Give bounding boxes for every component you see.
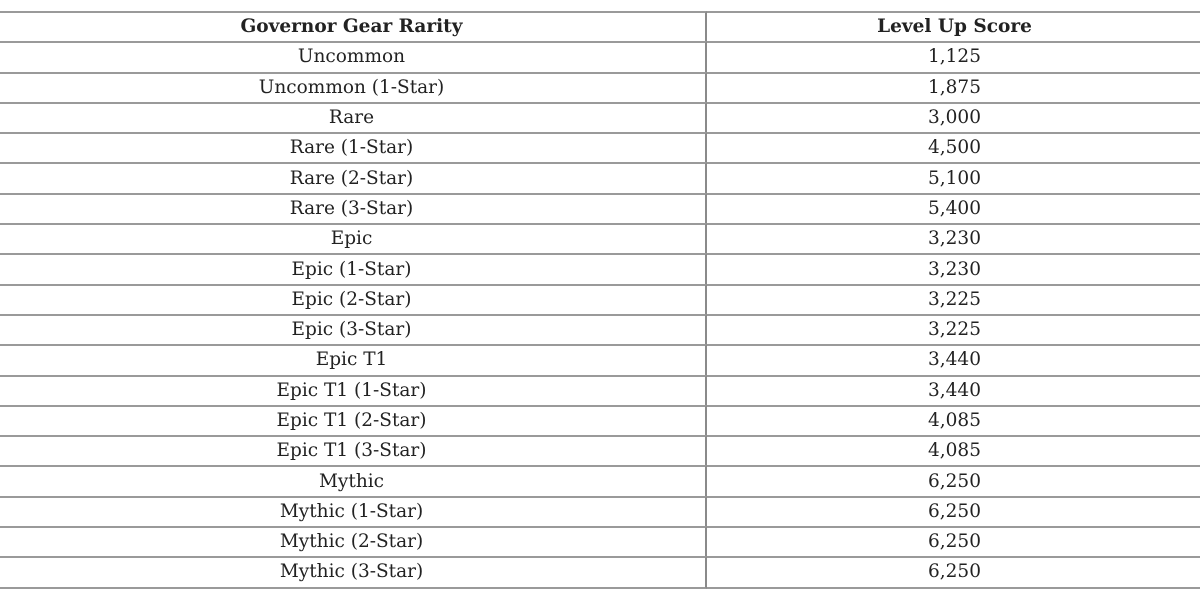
table-row: Mythic (1-Star) 6,250 bbox=[0, 495, 1200, 527]
score-cell: 3,440 bbox=[707, 374, 1200, 405]
score-cell: 6,250 bbox=[707, 465, 1200, 495]
rarity-cell: Mythic (2-Star) bbox=[0, 526, 707, 557]
rarity-cell: Mythic bbox=[0, 465, 707, 496]
table-row: Epic T1 (1-Star) 3,440 bbox=[0, 374, 1200, 405]
score-cell: 4,085 bbox=[707, 435, 1200, 465]
score-cell: 4,085 bbox=[707, 404, 1200, 435]
table-row: Uncommon 1,125 bbox=[0, 41, 1200, 72]
table-row: Epic (2-Star) 3,225 bbox=[0, 283, 1200, 314]
rarity-cell: Epic (2-Star) bbox=[0, 283, 707, 314]
table-row: Mythic (2-Star) 6,250 bbox=[0, 526, 1200, 557]
rarity-cell: Epic (1-Star) bbox=[0, 253, 707, 284]
gear-level-up-table: Governor Gear Rarity Level Up Score Unco… bbox=[0, 11, 1200, 589]
header-rarity: Governor Gear Rarity bbox=[0, 11, 707, 42]
score-cell: 6,250 bbox=[707, 495, 1200, 526]
rarity-cell: Mythic (1-Star) bbox=[0, 495, 707, 527]
score-cell: 1,875 bbox=[707, 71, 1200, 102]
table-header-row: Governor Gear Rarity Level Up Score bbox=[0, 11, 1200, 42]
header-score: Level Up Score bbox=[707, 11, 1200, 41]
score-cell: 3,440 bbox=[707, 344, 1200, 374]
rarity-cell: Epic T1 (3-Star) bbox=[0, 435, 707, 466]
table-row: Uncommon (1-Star) 1,875 bbox=[0, 71, 1200, 102]
rarity-cell: Uncommon bbox=[0, 41, 707, 72]
table-row: Epic (3-Star) 3,225 bbox=[0, 313, 1200, 345]
rarity-cell: Epic T1 (2-Star) bbox=[0, 404, 707, 436]
rarity-cell: Epic bbox=[0, 223, 707, 254]
score-cell: 3,230 bbox=[707, 253, 1200, 283]
table-row: Epic (1-Star) 3,230 bbox=[0, 253, 1200, 284]
score-cell: 6,250 bbox=[707, 556, 1200, 589]
rarity-cell: Epic T1 (1-Star) bbox=[0, 374, 707, 405]
rarity-cell: Rare (3-Star) bbox=[0, 192, 707, 224]
table-row: Rare (3-Star) 5,400 bbox=[0, 192, 1200, 224]
table-row: Mythic 6,250 bbox=[0, 465, 1200, 496]
score-cell: 3,000 bbox=[707, 101, 1200, 132]
rarity-cell: Rare (2-Star) bbox=[0, 162, 707, 193]
rarity-cell: Rare bbox=[0, 101, 707, 133]
score-cell: 6,250 bbox=[707, 526, 1200, 556]
score-cell: 3,225 bbox=[707, 283, 1200, 314]
score-cell: 4,500 bbox=[707, 132, 1200, 162]
score-cell: 5,100 bbox=[707, 162, 1200, 192]
table-row: Epic 3,230 bbox=[0, 223, 1200, 254]
score-cell: 5,400 bbox=[707, 192, 1200, 223]
score-cell: 3,225 bbox=[707, 313, 1200, 344]
table-row: Rare (1-Star) 4,500 bbox=[0, 132, 1200, 163]
score-cell: 3,230 bbox=[707, 223, 1200, 253]
rarity-cell: Mythic (3-Star) bbox=[0, 556, 707, 589]
rarity-cell: Epic T1 bbox=[0, 344, 707, 375]
table-row: Epic T1 3,440 bbox=[0, 344, 1200, 375]
table-row: Epic T1 (3-Star) 4,085 bbox=[0, 435, 1200, 466]
score-cell: 1,125 bbox=[707, 41, 1200, 71]
rarity-cell: Epic (3-Star) bbox=[0, 313, 707, 345]
table-row: Mythic (3-Star) 6,250 bbox=[0, 556, 1200, 589]
rarity-cell: Uncommon (1-Star) bbox=[0, 71, 707, 102]
table-row: Rare (2-Star) 5,100 bbox=[0, 162, 1200, 193]
table-row: Epic T1 (2-Star) 4,085 bbox=[0, 404, 1200, 436]
table-row: Rare 3,000 bbox=[0, 101, 1200, 133]
rarity-cell: Rare (1-Star) bbox=[0, 132, 707, 163]
